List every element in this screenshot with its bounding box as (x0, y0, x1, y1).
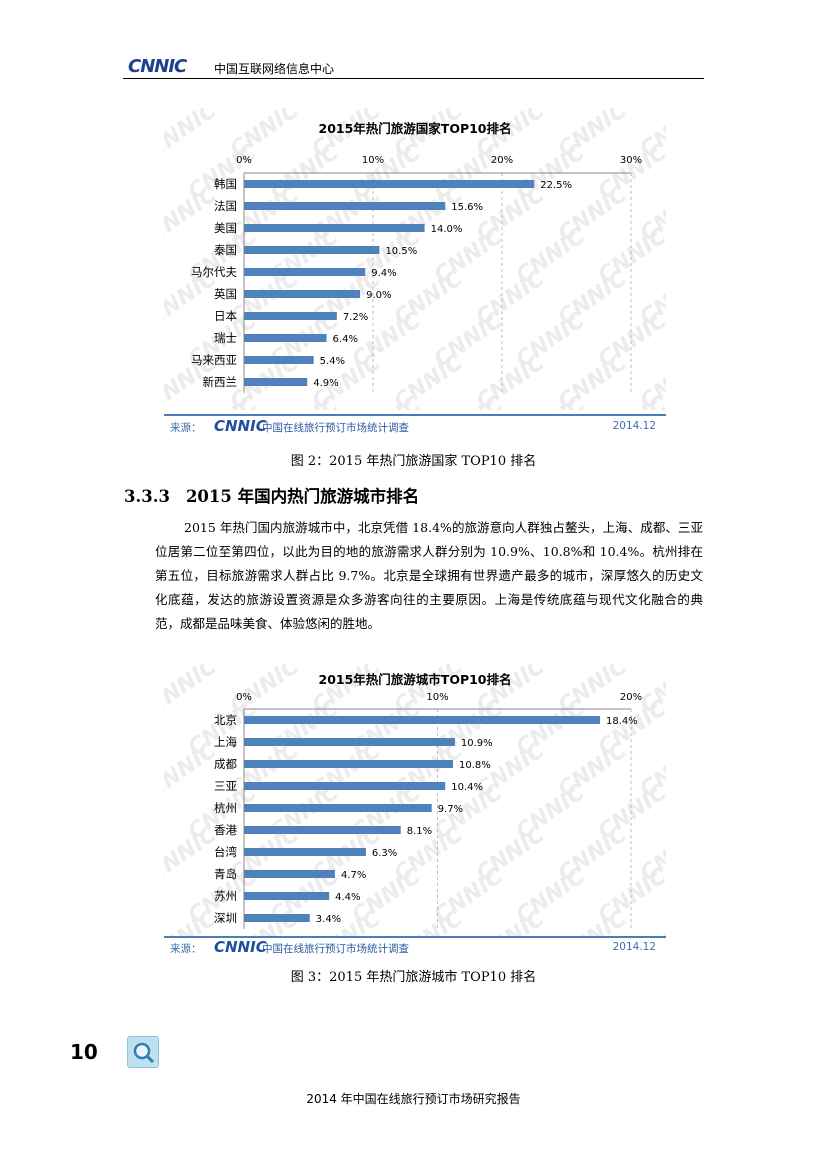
country-bar (244, 356, 314, 364)
source-divider (164, 414, 666, 416)
source-label: 来源： (170, 943, 202, 955)
source-name: 中国在线旅行预订市场统计调查 (262, 943, 409, 955)
source-name: 中国在线旅行预订市场统计调查 (262, 422, 409, 434)
city-value-label: 3.4% (316, 914, 341, 925)
page-number: 10 (70, 1040, 98, 1064)
city-bar (244, 870, 335, 878)
country-bar (244, 290, 361, 298)
chart-source: 来源： CNNIC 中国在线旅行预订市场统计调查 2014.12 (164, 417, 666, 435)
country-category-label: 韩国 (214, 177, 237, 191)
footer-title: 2014 年中国在线旅行预订市场研究报告 (306, 1092, 521, 1106)
city-bar (244, 760, 453, 768)
city-bar (244, 826, 401, 834)
country-tick-label: 0% (236, 155, 252, 166)
country-category-label: 马来西亚 (191, 353, 237, 367)
country-category-label: 泰国 (214, 243, 237, 257)
city-value-label: 4.4% (335, 892, 360, 903)
city-bar (244, 848, 366, 856)
chart-title: 2015年热门旅游城市TOP10排名 (318, 672, 512, 687)
cnnic-logo: CNNIC (128, 56, 187, 77)
city-value-label: 8.1% (407, 826, 432, 837)
country-bar (244, 312, 337, 320)
city-bar (244, 914, 310, 922)
country-bar-chart: 0% 10% 20% 30% 韩国 22.5% 法国 15.6% 美国 14.0% 泰国 10.5% 马… (191, 155, 642, 393)
country-value-label: 5.4% (320, 356, 345, 367)
city-category-label: 上海 (214, 735, 237, 749)
header-title: 中国互联网络信息中心 (214, 62, 335, 76)
section-heading: 3.3.3 2015 年国内热门旅游城市排名 (124, 483, 419, 507)
city-category-label: 青岛 (214, 867, 237, 881)
source-label: 来源： (170, 422, 202, 434)
country-value-label: 4.9% (313, 378, 338, 389)
country-value-label: 9.4% (371, 268, 396, 279)
country-value-label: 22.5% (540, 180, 572, 191)
city-value-label: 10.9% (461, 738, 493, 749)
city-tick-label: 0% (236, 692, 252, 703)
city-value-label: 6.3% (372, 848, 397, 859)
country-value-label: 10.5% (385, 246, 417, 257)
city-bar (244, 716, 601, 724)
city-category-label: 台湾 (214, 845, 237, 859)
country-value-label: 7.2% (343, 312, 368, 323)
country-category-label: 法国 (214, 199, 237, 213)
country-tick-label: 30% (620, 155, 642, 166)
country-bar (244, 334, 327, 342)
body-paragraph: 2015 年热门国内旅游城市中，北京凭借 18.4%的旅游意向人群独占鳌头，上海… (155, 520, 703, 631)
city-category-label: 成都 (214, 757, 237, 771)
country-category-label: 马尔代夫 (191, 265, 237, 279)
city-category-label: 苏州 (214, 889, 237, 903)
source-date: 2014.12 (612, 941, 656, 953)
magnifier-icon (127, 1036, 159, 1068)
city-tick-label: 20% (620, 692, 642, 703)
city-bar (244, 738, 455, 746)
section-number: 3.3.3 (124, 487, 170, 506)
city-category-label: 杭州 (214, 801, 237, 815)
country-chart-panel: CNNIC CNNIC CNNIC CNNIC CNNIC CNNIC CNNIC CNNIC… (164, 108, 666, 410)
country-bar (244, 246, 380, 254)
chart-source: 来源： CNNIC 中国在线旅行预订市场统计调查 2014.12 (164, 938, 666, 956)
country-bar (244, 378, 308, 386)
country-tick-label: 10% (362, 155, 384, 166)
country-bar (244, 202, 446, 210)
city-value-label: 18.4% (606, 716, 638, 727)
city-category-label: 北京 (214, 713, 237, 727)
city-tick-label: 10% (426, 692, 448, 703)
city-category-label: 香港 (214, 823, 237, 837)
country-category-label: 美国 (214, 221, 237, 235)
city-bar-chart: 0% 10% 20% 北京 18.4% 上海 10.9% 成都 10.8% 三亚 10.4% 杭州 9.… (214, 692, 642, 929)
chart-title: 2015年热门旅游国家TOP10排名 (318, 121, 512, 136)
source-logo: CNNIC (214, 417, 267, 435)
city-value-label: 10.8% (459, 760, 491, 771)
country-value-label: 14.0% (431, 224, 463, 235)
city-category-label: 深圳 (214, 911, 237, 925)
city-value-label: 10.4% (451, 782, 483, 793)
city-value-label: 9.7% (438, 804, 463, 815)
city-category-label: 三亚 (214, 779, 237, 793)
source-date: 2014.12 (612, 420, 656, 432)
country-value-label: 15.6% (451, 202, 483, 213)
city-value-label: 4.7% (341, 870, 366, 881)
country-bar (244, 180, 535, 188)
country-category-label: 日本 (214, 309, 237, 323)
country-bar (244, 268, 366, 276)
city-bar (244, 804, 432, 812)
figure-caption: 图 2：2015 年热门旅游国家 TOP10 排名 (290, 454, 537, 469)
country-value-label: 9.0% (366, 290, 391, 301)
header-divider (123, 78, 704, 79)
country-value-label: 6.4% (333, 334, 358, 345)
city-bar (244, 782, 446, 790)
country-tick-label: 20% (491, 155, 513, 166)
country-category-label: 英国 (214, 287, 237, 301)
source-logo: CNNIC (214, 938, 267, 956)
country-category-label: 瑞士 (214, 331, 237, 345)
figure-caption: 图 3：2015 年热门旅游城市 TOP10 排名 (290, 970, 537, 985)
city-bar (244, 892, 330, 900)
country-bar (244, 224, 425, 232)
country-category-label: 新西兰 (203, 375, 238, 389)
city-chart-panel: CNNIC CNNIC CNNIC CNNIC CNNIC CNNIC CNNIC CNNIC… (164, 664, 666, 936)
section-title: 2015 年国内热门旅游城市排名 (185, 487, 420, 506)
source-divider (164, 936, 666, 938)
